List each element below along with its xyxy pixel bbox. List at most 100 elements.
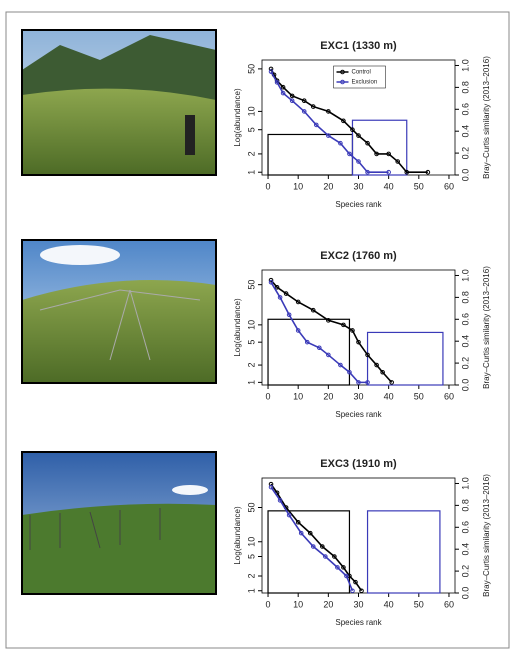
y2-tick-label: 0.6	[460, 313, 470, 326]
y-tick-label: 2	[246, 151, 256, 156]
abundance-line	[270, 486, 354, 592]
abundance-point	[347, 369, 352, 375]
y-axis-label: Log(abundance)	[233, 88, 242, 147]
y2-tick-label: 0.2	[460, 357, 470, 370]
y2-tick-label: 0.4	[460, 543, 470, 556]
abundance-point	[341, 322, 346, 328]
x-tick-label: 60	[444, 599, 454, 609]
y2-tick-label: 0.0	[460, 169, 470, 182]
abundance-point	[268, 277, 274, 283]
abundance-point	[301, 98, 307, 103]
abundance-point	[359, 588, 364, 594]
abundance-point	[341, 565, 346, 570]
abundance-point	[295, 299, 301, 305]
abundance-point	[268, 66, 274, 72]
y-tick-label: 50	[246, 280, 256, 290]
legend-label: Control	[352, 70, 371, 76]
abundance-point	[310, 307, 316, 313]
y-tick-label: 5	[246, 554, 256, 559]
abundance-line	[270, 68, 428, 174]
y2-tick-label: 1.0	[460, 477, 470, 490]
abundance-point	[268, 69, 274, 74]
abundance-point	[347, 573, 352, 579]
abundance-point	[386, 169, 391, 175]
abundance-point	[310, 104, 316, 109]
abundance-point	[404, 169, 410, 175]
chart-title: EXC1 (1330 m)	[320, 40, 397, 52]
abundance-point	[280, 84, 286, 90]
abundance-point	[374, 151, 379, 157]
abundance-point	[386, 151, 391, 157]
similarity-bar	[351, 119, 408, 176]
y-tick-label: 1	[246, 588, 256, 593]
abundance-point	[326, 109, 331, 114]
abundance-point	[277, 498, 283, 503]
legend-swatch	[340, 79, 345, 85]
abundance-line	[270, 483, 363, 592]
abundance-point	[356, 159, 361, 164]
y-tick-label: 50	[246, 64, 256, 74]
abundance-point	[356, 380, 361, 385]
abundance-point	[286, 312, 292, 318]
abundance-point	[326, 318, 331, 323]
y-tick-label: 10	[246, 106, 256, 116]
abundance-point	[274, 80, 280, 85]
y-axis-label: Log(abundance)	[233, 506, 242, 565]
similarity-bar	[267, 510, 351, 594]
abundance-point	[356, 133, 361, 138]
abundance-point	[389, 380, 394, 385]
y-tick-label: 5	[246, 127, 256, 132]
y-tick-label: 50	[246, 502, 256, 512]
x-tick-label: 30	[353, 181, 363, 191]
x-tick-label: 0	[266, 181, 271, 191]
abundance-point	[304, 339, 310, 345]
x-tick-label: 50	[414, 181, 424, 191]
abundance-point	[320, 544, 325, 549]
photo	[21, 29, 217, 176]
abundance-point	[307, 530, 313, 536]
abundance-point	[356, 339, 361, 345]
abundance-point	[365, 140, 370, 146]
y2-tick-label: 0.8	[460, 81, 470, 94]
abundance-point	[380, 369, 385, 375]
x-tick-label: 50	[414, 599, 424, 609]
abundance-point	[295, 519, 301, 525]
x-tick-label: 30	[353, 599, 363, 609]
chart-title: EXC2 (1760 m)	[320, 250, 397, 262]
abundance-point	[326, 133, 331, 138]
abundance-point	[289, 98, 295, 103]
abundance-point	[395, 159, 401, 164]
abundance-point	[298, 530, 304, 536]
abundance-point	[344, 573, 349, 579]
x-tick-label: 10	[293, 391, 303, 401]
figure-border	[5, 11, 510, 649]
abundance-point	[338, 362, 343, 368]
y2-tick-label: 0.0	[460, 587, 470, 600]
abundance-point	[374, 362, 379, 368]
y2-tick-label: 0.2	[460, 147, 470, 160]
x-tick-label: 40	[384, 391, 394, 401]
y2-tick-label: 0.6	[460, 521, 470, 534]
abundance-point	[268, 279, 274, 285]
abundance-point	[268, 481, 274, 487]
abundance-line	[270, 279, 393, 383]
x-tick-label: 20	[323, 391, 333, 401]
abundance-point	[350, 127, 355, 133]
abundance-point	[268, 484, 274, 490]
abundance-point	[353, 579, 358, 585]
y-tick-label: 10	[246, 320, 256, 330]
abundance-point	[316, 345, 322, 351]
y-tick-label: 10	[246, 537, 256, 547]
x-axis-label: Species rank	[335, 410, 382, 419]
y2-axis-label: Bray–Curtis similarity (2013–2016)	[482, 266, 491, 389]
abundance-point	[283, 291, 289, 296]
similarity-bar	[366, 510, 441, 594]
abundance-point	[326, 352, 331, 358]
y2-axis-label: Bray–Curtis similarity (2013–2016)	[482, 56, 491, 179]
x-tick-label: 10	[293, 599, 303, 609]
abundance-point	[280, 90, 286, 96]
chart-title: EXC3 (1910 m)	[320, 458, 397, 470]
abundance-point	[289, 93, 295, 99]
similarity-bar	[267, 318, 351, 386]
